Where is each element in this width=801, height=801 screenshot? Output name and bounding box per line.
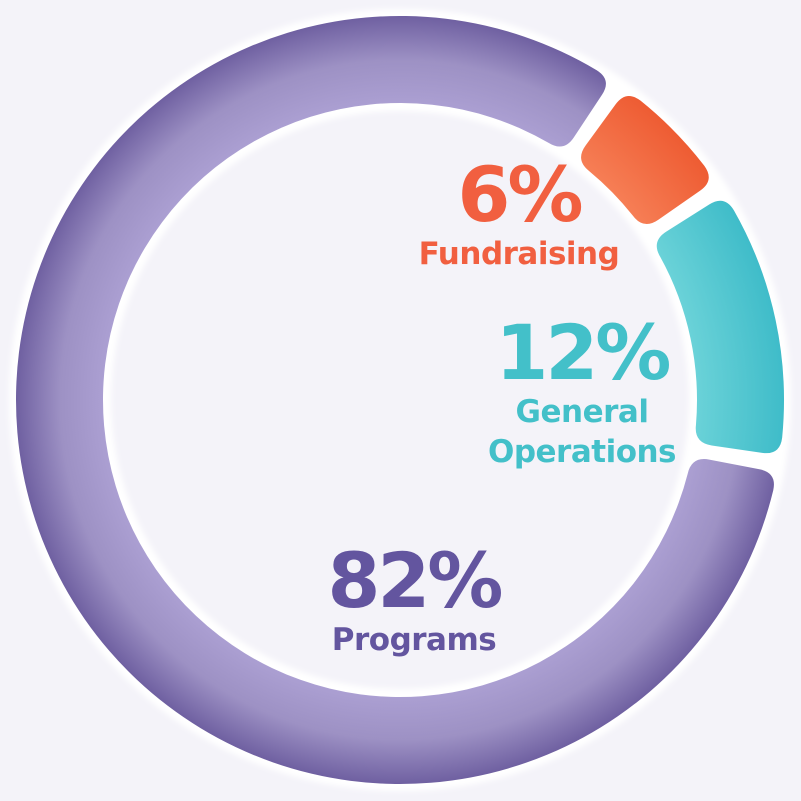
general-operations-percent: 12% xyxy=(495,308,672,397)
segment-fundraising xyxy=(581,95,709,225)
segment-general_operations xyxy=(656,200,785,454)
label-fundraising: 6% Fundraising xyxy=(419,156,620,274)
general-operations-name: General Operations xyxy=(487,394,677,470)
programs-percent: 82% xyxy=(327,536,504,625)
programs-name: Programs xyxy=(331,622,497,658)
donut-segments xyxy=(16,16,785,785)
fundraising-name: Fundraising xyxy=(418,236,620,272)
label-general-operations: 12% General Operations xyxy=(457,314,707,472)
fundraising-percent: 6% xyxy=(457,150,583,239)
label-programs: 82% Programs xyxy=(327,536,504,660)
